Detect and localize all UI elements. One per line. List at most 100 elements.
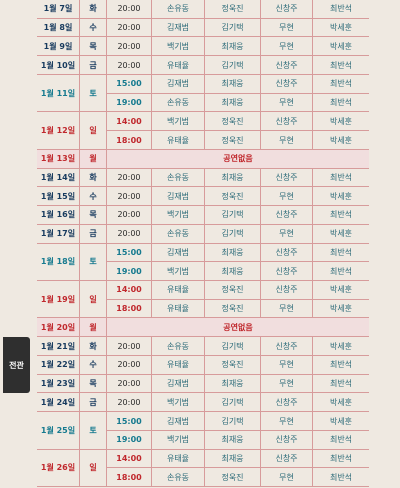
edge-cell xyxy=(0,300,37,319)
day-cell: 월 xyxy=(80,318,107,338)
cast-cell: 신창주 xyxy=(261,206,313,225)
cast-cell: 김재범 xyxy=(152,412,205,431)
cast-cell: 신창주 xyxy=(261,168,313,188)
cast-cell: 백기범 xyxy=(152,262,205,282)
cast-cell: 최재웅 xyxy=(205,430,261,450)
edge-cell xyxy=(369,318,400,337)
cast-cell: 박세훈 xyxy=(313,225,369,244)
cast-cell: 무현 xyxy=(261,187,313,207)
time-cell: 20:00 xyxy=(107,18,152,38)
cast-cell: 김재범 xyxy=(152,187,205,207)
cast-cell: 최반석 xyxy=(313,169,369,188)
edge-cell xyxy=(0,131,37,150)
edge-cell xyxy=(0,412,37,431)
cast-cell: 최재웅 xyxy=(205,262,261,282)
cast-cell: 무현 xyxy=(261,412,313,431)
cast-cell: 최반석 xyxy=(313,94,369,113)
cast-cell: 신창주 xyxy=(261,393,313,413)
cast-cell: 신창주 xyxy=(261,0,313,19)
edge-cell xyxy=(0,94,37,113)
cast-cell: 무현 xyxy=(261,37,313,57)
edge-cell xyxy=(369,337,400,356)
time-cell: 19:00 xyxy=(107,430,152,450)
edge-cell xyxy=(0,244,37,263)
side-tab-label[interactable]: 전관 xyxy=(3,337,30,394)
time-cell: 20:00 xyxy=(107,393,152,413)
date-cell: 1월 24일 xyxy=(37,393,80,413)
edge-cell xyxy=(0,37,37,56)
edge-cell xyxy=(0,187,37,206)
day-cell: 화 xyxy=(80,337,107,356)
cast-cell: 신창주 xyxy=(261,281,313,300)
edge-cell xyxy=(369,75,400,94)
cast-cell: 박세훈 xyxy=(313,37,369,57)
edge-cell xyxy=(0,450,37,469)
date-cell: 1월 20일 xyxy=(37,318,80,338)
cast-cell: 유태율 xyxy=(152,299,205,319)
edge-cell xyxy=(0,262,37,281)
edge-cell xyxy=(369,94,400,113)
cast-cell: 김재범 xyxy=(152,18,205,38)
time-cell: 20:00 xyxy=(107,168,152,188)
cast-cell: 정욱진 xyxy=(205,112,261,132)
cast-cell: 신창주 xyxy=(261,112,313,132)
cast-cell: 최반석 xyxy=(313,356,369,375)
cast-cell: 최반석 xyxy=(313,206,369,225)
edge-cell xyxy=(0,206,37,225)
cast-cell: 정욱진 xyxy=(205,468,261,488)
edge-cell xyxy=(0,281,37,300)
cast-cell: 박세훈 xyxy=(313,131,369,150)
edge-cell xyxy=(369,375,400,394)
time-cell: 20:00 xyxy=(107,56,152,75)
edge-cell xyxy=(0,318,37,337)
cast-cell: 무현 xyxy=(261,93,313,113)
cast-cell: 최재웅 xyxy=(205,374,261,394)
cast-cell: 손유동 xyxy=(152,0,205,19)
cast-cell: 손유동 xyxy=(152,168,205,188)
cast-cell: 신창주 xyxy=(261,74,313,94)
cast-cell: 정욱진 xyxy=(205,187,261,207)
time-cell: 18:00 xyxy=(107,468,152,488)
time-cell: 20:00 xyxy=(107,187,152,207)
cast-cell: 무현 xyxy=(261,355,313,375)
cast-cell: 박세훈 xyxy=(313,281,369,300)
date-cell: 1월 26일 xyxy=(37,449,80,488)
edge-cell xyxy=(369,244,400,263)
day-cell: 일 xyxy=(80,281,107,319)
date-cell: 1월 7일 xyxy=(37,0,80,19)
edge-cell xyxy=(369,112,400,131)
cast-cell: 김기택 xyxy=(205,393,261,413)
cast-cell: 최재웅 xyxy=(205,243,261,263)
day-cell: 수 xyxy=(80,18,107,38)
cast-cell: 박세훈 xyxy=(313,187,369,207)
day-cell: 금 xyxy=(80,393,107,413)
time-cell: 19:00 xyxy=(107,262,152,282)
cast-cell: 정욱진 xyxy=(205,355,261,375)
date-cell: 1월 13일 xyxy=(37,149,80,169)
day-cell: 금 xyxy=(80,56,107,75)
edge-cell xyxy=(369,412,400,431)
edge-cell xyxy=(369,281,400,300)
cast-cell: 백기범 xyxy=(152,206,205,225)
time-cell: 20:00 xyxy=(107,355,152,375)
time-cell: 14:00 xyxy=(107,281,152,300)
edge-cell xyxy=(0,19,37,38)
edge-cell xyxy=(369,468,400,487)
cast-cell: 백기범 xyxy=(152,37,205,57)
day-cell: 수 xyxy=(80,355,107,375)
day-cell: 토 xyxy=(80,74,107,113)
time-cell: 20:00 xyxy=(107,37,152,57)
cast-cell: 최반석 xyxy=(313,0,369,19)
edge-cell xyxy=(369,0,400,19)
edge-cell xyxy=(369,187,400,206)
cast-cell: 최재웅 xyxy=(205,74,261,94)
time-cell: 20:00 xyxy=(107,374,152,394)
cast-cell: 최반석 xyxy=(313,468,369,488)
edge-cell xyxy=(0,75,37,94)
edge-cell xyxy=(369,393,400,412)
cast-cell: 신창주 xyxy=(261,56,313,75)
day-cell: 일 xyxy=(80,449,107,488)
date-cell: 1월 17일 xyxy=(37,224,80,244)
cast-cell: 신창주 xyxy=(261,262,313,282)
cast-cell: 정욱진 xyxy=(205,299,261,319)
